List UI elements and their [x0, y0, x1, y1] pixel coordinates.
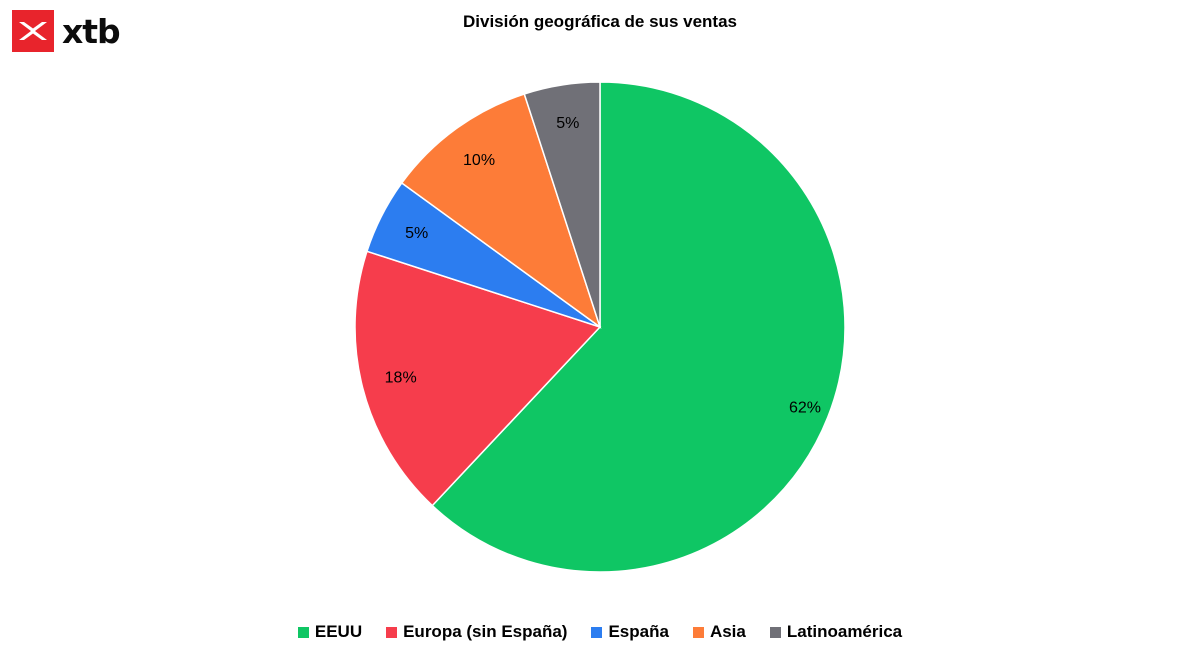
chart-title: División geográfica de sus ventas [463, 12, 737, 31]
legend-swatch [769, 626, 781, 638]
pie-slice-latinoam-rica [523, 81, 601, 328]
brand-name: xtb [62, 11, 121, 51]
legend-label: Europa (sin España) [403, 622, 568, 641]
legend-item: España [591, 622, 669, 642]
legend-label: España [608, 622, 669, 641]
pie-slice-eeuu [431, 81, 846, 573]
pie-slice-asia [400, 93, 602, 329]
legend-item: Europa (sin España) [386, 622, 567, 642]
slice-label: 5% [405, 225, 428, 242]
slice-label: 18% [385, 370, 417, 387]
legend-item: Latinoamérica [769, 622, 903, 642]
pie-slice-europa-sin-espa-a [354, 250, 602, 507]
slice-label: 10% [463, 152, 495, 169]
legend-item: EEUU [297, 622, 363, 642]
legend-label: Asia [709, 622, 746, 641]
xtb-x-logo-icon [12, 10, 54, 52]
legend-swatch [386, 626, 398, 638]
xtb-logo: xtb [12, 10, 121, 52]
legend-swatch [297, 626, 309, 638]
legend-swatch [692, 626, 704, 638]
slice-label: 62% [789, 400, 821, 417]
chart-legend: EEUU Europa (sin España) España Asia Latinoa… [0, 622, 1200, 642]
legend-label: EEUU [314, 622, 363, 641]
slice-label: 5% [556, 115, 579, 132]
legend-swatch [591, 626, 603, 638]
legend-label: Latinoamérica [786, 622, 903, 641]
legend-item: Asia [692, 622, 746, 642]
